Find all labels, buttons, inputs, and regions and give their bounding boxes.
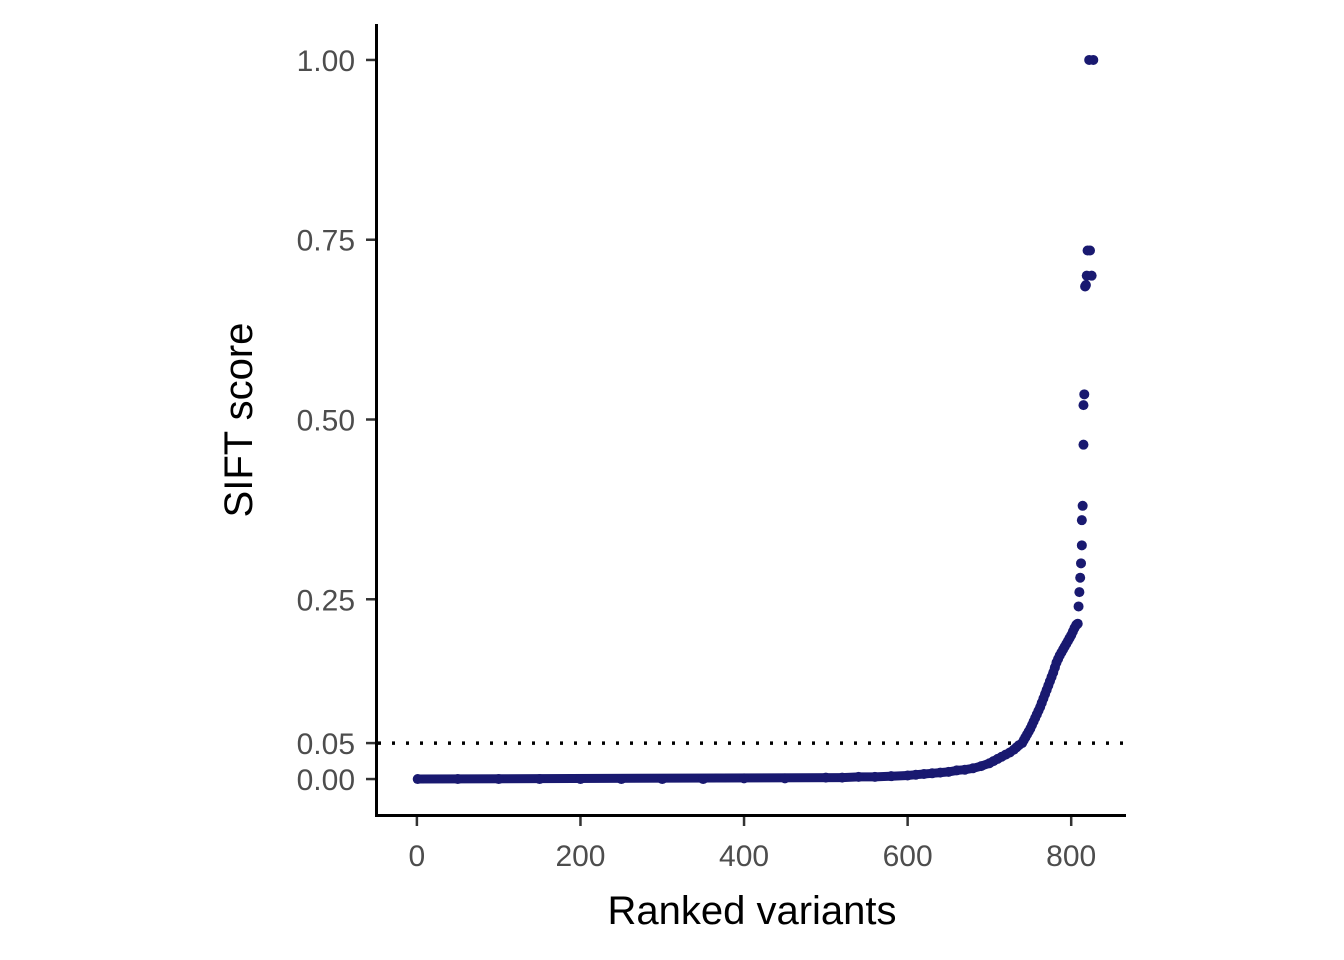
y-axis-title: SIFT score	[217, 323, 261, 518]
x-tick-label: 600	[883, 840, 933, 873]
axes-layer	[375, 24, 1126, 817]
data-point	[968, 763, 979, 774]
data-point	[1076, 540, 1087, 551]
y-tick-label: 0.25	[297, 584, 355, 617]
low-score-points-band	[413, 773, 847, 784]
data-point	[1078, 439, 1089, 450]
x-tick-label: 800	[1046, 840, 1096, 873]
y-tick-label: 1.00	[297, 45, 355, 78]
data-point	[779, 773, 790, 784]
data-point	[1076, 558, 1087, 569]
data-point	[951, 765, 962, 776]
data-point	[1080, 280, 1091, 291]
data-point	[1072, 618, 1083, 629]
data-point	[1078, 400, 1089, 411]
data-point	[886, 771, 897, 782]
data-point	[1077, 500, 1088, 511]
ticks-layer: 0 200 400 600 800 0.000.05 0.25 0.50 0.75 1.00	[297, 45, 1097, 873]
data-point	[1086, 270, 1097, 281]
x-tick-label: 0	[409, 840, 426, 873]
data-point	[575, 774, 586, 785]
data-point	[976, 761, 987, 772]
y-tick-label: 0.50	[297, 405, 355, 438]
data-point	[902, 770, 913, 781]
data-point	[1073, 601, 1084, 612]
data-point	[739, 773, 750, 784]
data-point	[910, 769, 921, 780]
data-point	[698, 774, 709, 785]
data-point	[1075, 572, 1086, 583]
data-point	[493, 774, 504, 785]
data-point	[616, 774, 627, 785]
data-point	[918, 769, 929, 780]
y-tick-label: 0.00	[297, 764, 355, 797]
y-tick-label: 0.05	[297, 728, 355, 761]
x-axis-title: Ranked variants	[607, 889, 896, 933]
data-point	[534, 774, 545, 785]
data-point	[943, 766, 954, 777]
points-layer	[412, 54, 1099, 785]
data-point	[1074, 587, 1085, 598]
data-point	[837, 772, 848, 783]
data-point	[1076, 515, 1087, 526]
data-point	[412, 774, 423, 785]
data-point	[927, 768, 938, 779]
x-tick-label: 400	[719, 840, 769, 873]
data-point	[657, 774, 668, 785]
data-point	[1088, 54, 1099, 65]
data-point	[853, 771, 864, 782]
y-tick-label: 0.75	[297, 225, 355, 258]
x-tick-label: 200	[555, 840, 605, 873]
data-point	[1085, 245, 1096, 256]
data-point	[1079, 389, 1090, 400]
data-point	[935, 767, 946, 778]
data-point	[820, 772, 831, 783]
data-point	[869, 771, 880, 782]
data-point	[452, 774, 463, 785]
data-point	[959, 764, 970, 775]
